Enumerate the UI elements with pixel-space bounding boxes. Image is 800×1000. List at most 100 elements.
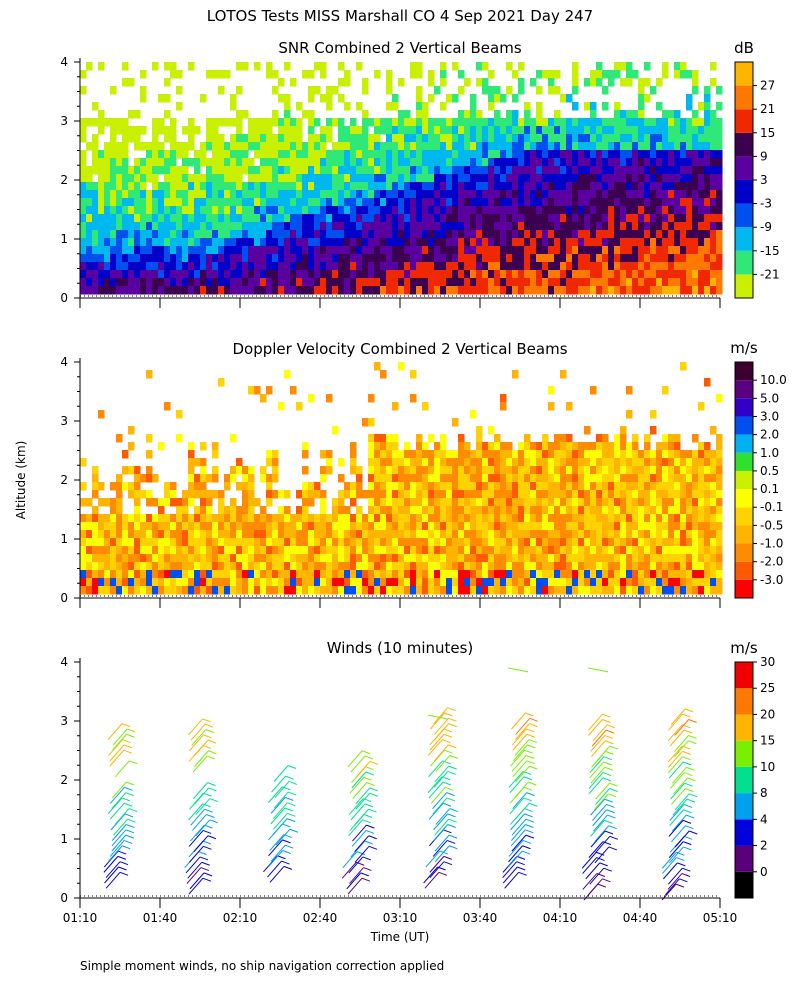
heatmap-cell — [98, 270, 105, 279]
heatmap-cell — [698, 402, 705, 411]
wind-barb — [432, 797, 448, 815]
heatmap-cell — [422, 182, 429, 191]
heatmap-cell — [254, 246, 261, 255]
heatmap-cell — [350, 538, 357, 547]
heatmap-cell — [608, 286, 615, 295]
heatmap-cell — [368, 158, 375, 167]
wind-barb — [509, 797, 525, 815]
heatmap-cell — [578, 586, 585, 595]
colorbar-label: 3.0 — [760, 409, 779, 423]
heatmap-cell — [380, 150, 387, 159]
heatmap-cell — [512, 238, 519, 247]
heatmap-cell — [392, 466, 399, 475]
heatmap-cell — [254, 578, 261, 587]
heatmap-cell — [338, 458, 345, 467]
heatmap-cell — [494, 270, 501, 279]
heatmap-cell — [434, 182, 441, 191]
heatmap-cell — [566, 158, 573, 167]
heatmap-cell — [116, 206, 123, 215]
heatmap-cell — [674, 70, 681, 79]
heatmap-cell — [692, 214, 699, 223]
heatmap-cell — [398, 458, 405, 467]
heatmap-cell — [176, 278, 183, 287]
heatmap-cell — [650, 450, 657, 459]
heatmap-cell — [218, 570, 225, 579]
heatmap-cell — [644, 278, 651, 287]
heatmap-cell — [92, 530, 99, 539]
heatmap-cell — [200, 554, 207, 563]
heatmap-cell — [278, 238, 285, 247]
heatmap-cell — [554, 490, 561, 499]
heatmap-cell — [374, 466, 381, 475]
heatmap-cell — [392, 102, 399, 111]
heatmap-cell — [668, 570, 675, 579]
heatmap-cell — [704, 466, 711, 475]
heatmap-cell — [584, 142, 591, 151]
heatmap-cell — [554, 578, 561, 587]
heatmap-cell — [398, 570, 405, 579]
heatmap-cell — [206, 490, 213, 499]
heatmap-cell — [680, 538, 687, 547]
heatmap-cell — [458, 222, 465, 231]
colorbar-swatch — [735, 362, 753, 381]
heatmap-cell — [176, 190, 183, 199]
wind-barb-flag — [604, 819, 613, 824]
heatmap-cell — [566, 94, 573, 103]
heatmap-cell — [698, 586, 705, 595]
wind-barb-flag — [443, 733, 453, 738]
heatmap-cell — [392, 118, 399, 127]
heatmap-cell — [560, 190, 567, 199]
heatmap-cell — [200, 190, 207, 199]
heatmap-cell — [482, 86, 489, 95]
heatmap-cell — [548, 562, 555, 571]
heatmap-cell — [530, 238, 537, 247]
heatmap-cell — [116, 538, 123, 547]
heatmap-cell — [530, 538, 537, 547]
heatmap-cell — [554, 498, 561, 507]
heatmap-cell — [398, 174, 405, 183]
heatmap-cell — [716, 450, 723, 459]
heatmap-cell — [680, 362, 687, 371]
heatmap-cell — [476, 474, 483, 483]
heatmap-cell — [314, 198, 321, 207]
heatmap-cell — [320, 62, 327, 71]
heatmap-cell — [194, 554, 201, 563]
heatmap-cell — [422, 442, 429, 451]
heatmap-cell — [206, 474, 213, 483]
heatmap-cell — [422, 490, 429, 499]
heatmap-cell — [410, 182, 417, 191]
wind-barb — [342, 851, 358, 868]
heatmap-cell — [248, 498, 255, 507]
heatmap-cell — [656, 198, 663, 207]
heatmap-cell — [620, 554, 627, 563]
heatmap-cell — [530, 506, 537, 515]
heatmap-cell — [272, 578, 279, 587]
heatmap-cell — [470, 490, 477, 499]
heatmap-cell — [572, 238, 579, 247]
heatmap-cell — [416, 498, 423, 507]
heatmap-cell — [626, 126, 633, 135]
heatmap-cell — [284, 278, 291, 287]
wind-barb-flag — [442, 802, 452, 807]
heatmap-cell — [110, 554, 117, 563]
heatmap-cell — [176, 562, 183, 571]
heatmap-cell — [506, 238, 513, 247]
heatmap-cell — [308, 522, 315, 531]
heatmap-cell — [440, 570, 447, 579]
heatmap-cell — [530, 522, 537, 531]
heatmap-cell — [134, 530, 141, 539]
wind-barb-flag — [368, 808, 377, 813]
heatmap-cell — [650, 522, 657, 531]
heatmap-cell — [674, 278, 681, 287]
heatmap-cell — [104, 570, 111, 579]
wind-barb — [188, 877, 204, 895]
heatmap-cell — [554, 166, 561, 175]
heatmap-cell — [104, 262, 111, 271]
heatmap-cell — [698, 142, 705, 151]
heatmap-cell — [512, 498, 519, 507]
heatmap-cell — [392, 498, 399, 507]
heatmap-cell — [164, 286, 171, 295]
heatmap-cell — [680, 262, 687, 271]
heatmap-cell — [212, 70, 219, 79]
heatmap-cell — [680, 222, 687, 231]
